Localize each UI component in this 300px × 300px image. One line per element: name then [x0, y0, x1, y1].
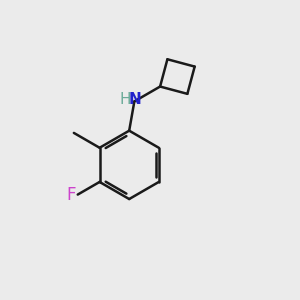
- Text: N: N: [129, 92, 141, 107]
- Text: H: H: [119, 92, 130, 106]
- Text: F: F: [66, 186, 76, 204]
